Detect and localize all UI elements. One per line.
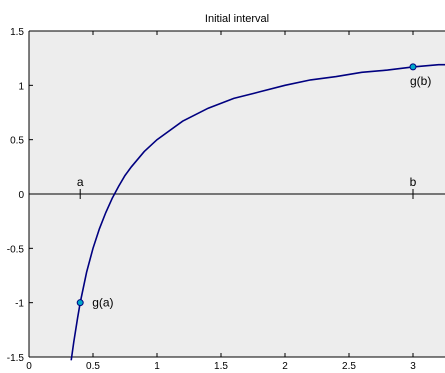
interval-marker-label: a	[77, 175, 84, 189]
y-tick-label: 1.5	[10, 27, 24, 38]
endpoint-marker	[409, 63, 417, 71]
y-tick-label: -1.5	[7, 353, 25, 364]
endpoint-label: g(a)	[92, 296, 113, 310]
y-tick-label: 1	[18, 81, 24, 92]
tick-labels: 0 0.5 1 1.5 2 2.5 3 -1.5 -1 -0.5 0 0.5 1 1.5	[7, 27, 416, 372]
interval-marker-label: b	[410, 175, 417, 189]
x-tick-label: 2.5	[342, 361, 356, 372]
axis-ticks	[28, 30, 414, 358]
x-tick-label: 1.5	[214, 361, 228, 372]
x-tick-label: 2	[282, 361, 288, 372]
y-tick-label: 0	[18, 190, 24, 201]
x-tick-label: 3	[410, 361, 416, 372]
y-tick-label: -1	[15, 299, 24, 310]
endpoints: g(a) g(b)	[76, 63, 431, 310]
chart-title: Initial interval	[205, 13, 269, 25]
endpoint-marker	[76, 299, 84, 307]
y-tick-label: 0.5	[10, 136, 24, 147]
y-tick-label: -0.5	[7, 244, 25, 255]
curve-line	[70, 63, 445, 361]
x-tick-label: 1	[154, 361, 160, 372]
x-tick-label: 0	[26, 361, 32, 372]
endpoint-label: g(b)	[410, 74, 431, 88]
x-tick-label: 0.5	[86, 361, 100, 372]
